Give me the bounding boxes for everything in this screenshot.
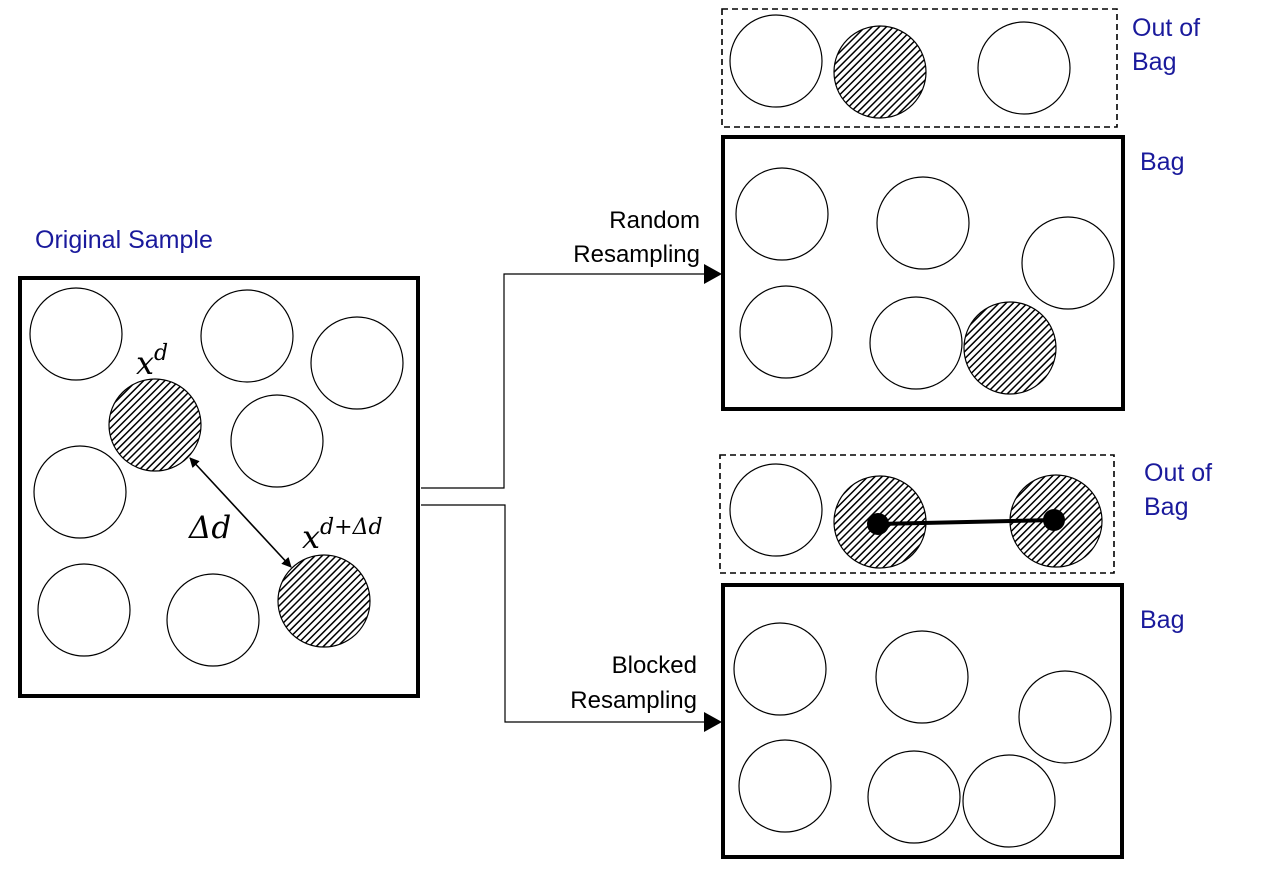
sample-point xyxy=(230,394,324,488)
random-out-of-bag-label-line1: Out of xyxy=(1132,14,1200,42)
sample-point xyxy=(729,14,823,108)
random-out-of-bag-panel: Out of Bag xyxy=(721,8,1200,128)
block-endpoint-dot xyxy=(867,513,889,535)
blocked-bag-label: Bag xyxy=(1140,606,1184,634)
sample-point xyxy=(166,573,260,667)
delta-d-label: Δd xyxy=(188,510,231,546)
highlighted-sample-point-x-d xyxy=(108,378,202,472)
sample-point xyxy=(738,739,832,833)
sample-point xyxy=(1018,670,1112,764)
original-sample-frame xyxy=(18,276,420,698)
sample-point xyxy=(869,296,963,390)
random-bag-frame xyxy=(721,135,1125,411)
sample-point xyxy=(310,316,404,410)
random-out-of-bag-frame xyxy=(721,8,1118,128)
blocked-out-of-bag-frame xyxy=(719,454,1115,574)
sample-point xyxy=(875,630,969,724)
original-sample-panel: Original Sample xd Δd xd+Δd xyxy=(18,226,420,698)
block-endpoint-dot xyxy=(1043,509,1065,531)
random-resampling-label-line1: Random xyxy=(609,207,700,234)
x-d-label: xd xyxy=(136,341,168,382)
block-link-line xyxy=(877,518,1055,526)
sample-point xyxy=(739,285,833,379)
random-resampling-arrowhead xyxy=(704,264,722,284)
sample-point xyxy=(200,289,294,383)
blocked-out-of-bag-panel: Out of Bag xyxy=(719,454,1212,574)
random-bag-label: Bag xyxy=(1140,148,1184,176)
distance-arrow xyxy=(189,457,292,568)
sample-point xyxy=(962,754,1056,848)
sample-point xyxy=(29,287,123,381)
sample-point xyxy=(33,445,127,539)
sample-point xyxy=(977,21,1071,115)
sample-point xyxy=(867,750,961,844)
highlighted-sample-point xyxy=(963,301,1057,395)
sample-point xyxy=(876,176,970,270)
blocked-bag-panel: Bag xyxy=(721,583,1184,859)
blocked-out-of-bag-label-line1: Out of xyxy=(1144,459,1212,487)
blocked-resampling-connector xyxy=(421,504,710,723)
random-bag-panel: Bag xyxy=(721,135,1184,411)
blocked-out-of-bag-label-line2: Bag xyxy=(1144,493,1188,521)
blocked-resampling-arrowhead xyxy=(704,712,722,732)
original-sample-label: Original Sample xyxy=(35,226,213,254)
random-out-of-bag-label-line2: Bag xyxy=(1132,48,1176,76)
sample-point xyxy=(37,563,131,657)
blocked-bag-frame xyxy=(721,583,1124,859)
sample-point xyxy=(729,463,823,557)
sample-point xyxy=(735,167,829,261)
highlighted-sample-point xyxy=(833,25,927,119)
highlighted-sample-point-x-d-plus-delta xyxy=(277,554,371,648)
blocked-resampling-label-line1: Blocked xyxy=(612,652,697,679)
x-d-plus-delta-label: xd+Δd xyxy=(302,515,383,556)
random-resampling-connector xyxy=(421,273,710,489)
blocked-resampling-label-line2: Resampling xyxy=(570,687,697,714)
random-resampling-label-line2: Resampling xyxy=(573,241,700,268)
sample-point xyxy=(733,622,827,716)
sample-point xyxy=(1021,216,1115,310)
